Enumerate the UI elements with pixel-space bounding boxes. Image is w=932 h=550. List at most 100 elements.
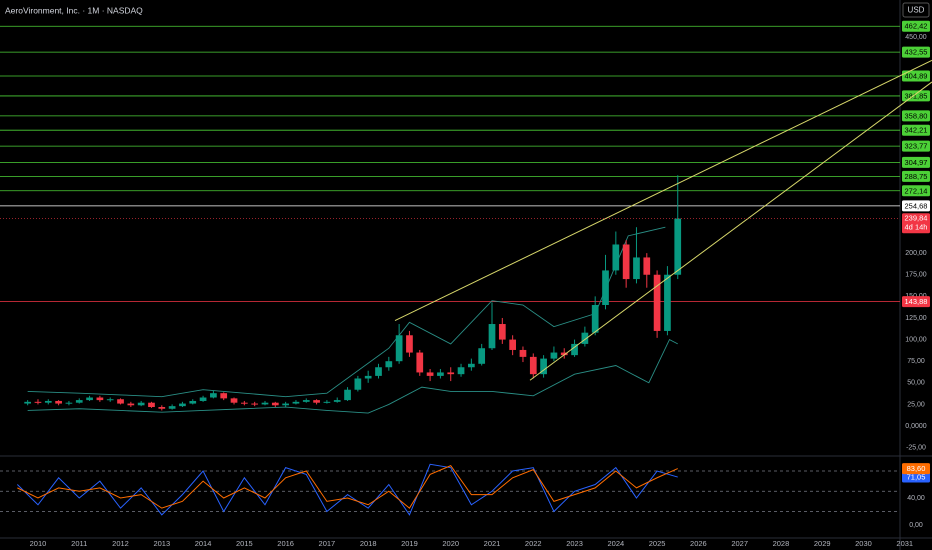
candle-body bbox=[633, 257, 640, 280]
candle-body bbox=[65, 402, 73, 404]
level-line-tag bbox=[902, 110, 930, 122]
candle-body bbox=[251, 403, 259, 405]
red-level-tag bbox=[902, 296, 930, 308]
y-tick-label: 200,00 bbox=[905, 250, 927, 257]
currency-button[interactable] bbox=[902, 2, 930, 18]
x-tick-label: 2026 bbox=[690, 539, 707, 548]
level-line-label: 358,80 bbox=[905, 111, 928, 120]
x-tick-label: 2017 bbox=[319, 539, 336, 548]
x-tick-label: 2020 bbox=[442, 539, 459, 548]
candle-body bbox=[478, 348, 486, 364]
level-line-tag bbox=[902, 140, 930, 152]
level-line-label: 288,75 bbox=[905, 172, 928, 181]
level-line-tag bbox=[902, 170, 930, 182]
candle-body bbox=[581, 332, 589, 344]
candle-body bbox=[117, 399, 124, 404]
y-tick-label: 125,00 bbox=[905, 315, 927, 322]
candle-body bbox=[86, 397, 93, 401]
candle-body bbox=[643, 257, 651, 275]
candle-body bbox=[612, 244, 620, 271]
candle-body bbox=[44, 400, 52, 403]
level-line-tag bbox=[902, 20, 930, 32]
white-level-label: 254,68 bbox=[905, 201, 928, 210]
x-tick-label: 2021 bbox=[484, 539, 501, 548]
candle-body bbox=[313, 400, 320, 403]
candle-body bbox=[230, 398, 238, 403]
candle-body bbox=[354, 378, 362, 390]
x-tick-label: 2018 bbox=[360, 539, 377, 548]
candle-body bbox=[591, 305, 599, 333]
y-tick-label: 450,00 bbox=[905, 34, 927, 41]
osc-tick-label: 40,00 bbox=[907, 495, 925, 502]
level-line-tag bbox=[902, 70, 930, 82]
candle-body bbox=[261, 402, 269, 405]
trend-line bbox=[529, 81, 932, 381]
candle-body bbox=[24, 401, 32, 404]
x-tick-label: 2022 bbox=[525, 539, 542, 548]
candle-body bbox=[457, 367, 465, 375]
x-tick-label: 2029 bbox=[814, 539, 831, 548]
candle-body bbox=[375, 367, 382, 376]
candle-body bbox=[199, 397, 207, 401]
candle-body bbox=[127, 403, 135, 406]
red-level-label: 143,88 bbox=[905, 297, 928, 306]
candle-body bbox=[447, 372, 455, 375]
candle-body bbox=[498, 324, 506, 340]
level-line-label: 462,42 bbox=[905, 22, 928, 31]
candle-body bbox=[364, 375, 372, 379]
candle-body bbox=[488, 324, 496, 349]
level-line-tag bbox=[902, 46, 930, 58]
osc-tick-label: 0,00 bbox=[909, 522, 923, 529]
candle-body bbox=[168, 406, 176, 409]
candle-body bbox=[220, 393, 228, 399]
x-tick-label: 2014 bbox=[195, 539, 212, 548]
upper-band bbox=[27, 226, 666, 398]
oscillator-line bbox=[16, 463, 678, 516]
candle-body bbox=[240, 402, 248, 404]
white-level-tag bbox=[902, 200, 930, 212]
osc-last-tag bbox=[902, 471, 930, 483]
candle-body bbox=[674, 218, 682, 275]
x-tick-label: 2016 bbox=[277, 539, 294, 548]
trend-line bbox=[394, 59, 932, 322]
currency-label[interactable]: USD bbox=[908, 6, 925, 15]
candle-body bbox=[540, 358, 547, 375]
candle-body bbox=[333, 400, 341, 402]
y-tick-label: 75,00 bbox=[907, 358, 925, 365]
oscillator-line bbox=[17, 465, 678, 509]
x-tick-label: 2024 bbox=[607, 539, 624, 548]
candle-body bbox=[468, 363, 475, 368]
level-line-label: 304,97 bbox=[905, 158, 928, 167]
candle-body bbox=[385, 361, 393, 368]
candle-body bbox=[416, 352, 424, 373]
osc-last-label: 71,05 bbox=[907, 473, 926, 482]
x-tick-label: 2031 bbox=[896, 539, 913, 548]
candle-body bbox=[437, 372, 444, 376]
y-tick-label: 0,0000 bbox=[905, 423, 927, 430]
x-tick-label: 2010 bbox=[30, 539, 47, 548]
candle-body bbox=[560, 352, 568, 356]
x-tick-label: 2012 bbox=[112, 539, 129, 548]
candle-body bbox=[664, 274, 671, 331]
level-line-label: 272,14 bbox=[905, 186, 928, 195]
level-line-label: 404,89 bbox=[905, 71, 928, 80]
candle-body bbox=[344, 389, 351, 401]
x-tick-label: 2023 bbox=[566, 539, 583, 548]
candle-body bbox=[323, 401, 331, 403]
candle-body bbox=[602, 270, 609, 306]
candle-body bbox=[282, 403, 289, 406]
candle-body bbox=[529, 356, 537, 375]
level-line-label: 342,21 bbox=[905, 126, 928, 135]
level-line-label: 323,77 bbox=[905, 142, 928, 151]
candle-body bbox=[55, 400, 62, 404]
x-tick-label: 2027 bbox=[731, 539, 748, 548]
last-price-tag bbox=[902, 213, 930, 234]
level-line-label: 381,85 bbox=[905, 91, 928, 100]
osc-last-tag bbox=[902, 463, 930, 475]
level-line-label: 432,55 bbox=[905, 48, 928, 57]
y-tick-label: 175,00 bbox=[905, 272, 927, 279]
y-tick-label: 50,00 bbox=[907, 380, 925, 387]
chart-title: AeroVironment, Inc. · 1M · NASDAQ bbox=[5, 5, 143, 15]
